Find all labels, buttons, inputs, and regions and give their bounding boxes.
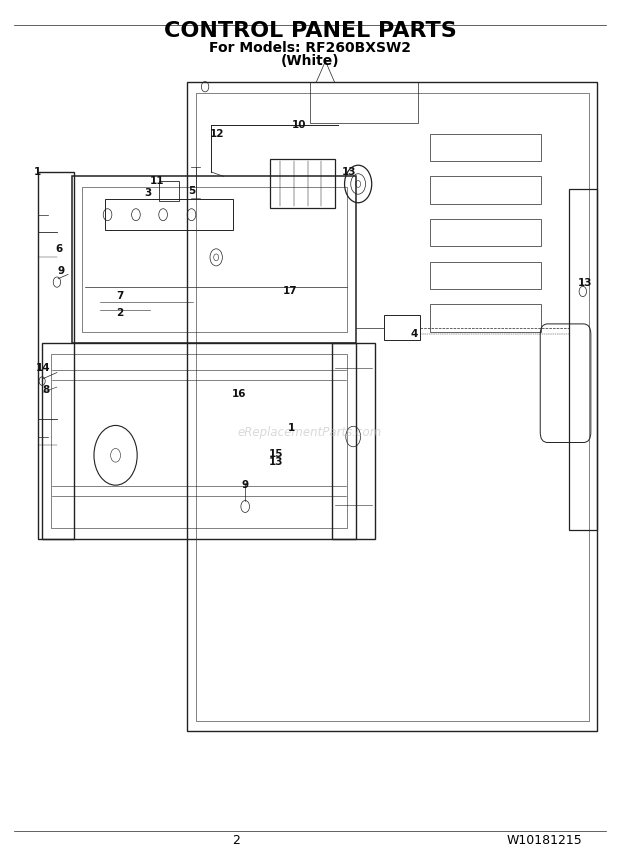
Text: 17: 17 [283, 287, 298, 296]
Text: 16: 16 [232, 389, 246, 399]
Text: 13: 13 [578, 278, 593, 288]
Text: W10181215: W10181215 [507, 835, 582, 847]
Text: For Models: RF260BXSW2: For Models: RF260BXSW2 [209, 41, 411, 56]
Text: 4: 4 [410, 330, 417, 339]
Text: eReplacementParts.com: eReplacementParts.com [238, 425, 382, 439]
Text: 15: 15 [269, 449, 283, 459]
Text: 8: 8 [42, 384, 50, 395]
Text: 2: 2 [117, 308, 123, 318]
Text: 6: 6 [55, 244, 63, 254]
Text: 13: 13 [342, 167, 356, 177]
Text: (White): (White) [281, 54, 339, 68]
Text: 9: 9 [242, 480, 249, 490]
Text: 14: 14 [36, 363, 51, 373]
Text: 11: 11 [149, 175, 164, 186]
Text: 13: 13 [269, 457, 283, 467]
Text: 5: 5 [188, 186, 195, 196]
Text: 10: 10 [291, 120, 306, 130]
Text: 7: 7 [116, 291, 123, 300]
Text: 9: 9 [58, 266, 65, 276]
Text: 2: 2 [232, 835, 240, 847]
Text: 1: 1 [33, 167, 41, 177]
Text: 3: 3 [144, 188, 151, 199]
Text: 1: 1 [288, 423, 295, 433]
Text: CONTROL PANEL PARTS: CONTROL PANEL PARTS [164, 21, 456, 41]
Text: 12: 12 [210, 128, 224, 139]
